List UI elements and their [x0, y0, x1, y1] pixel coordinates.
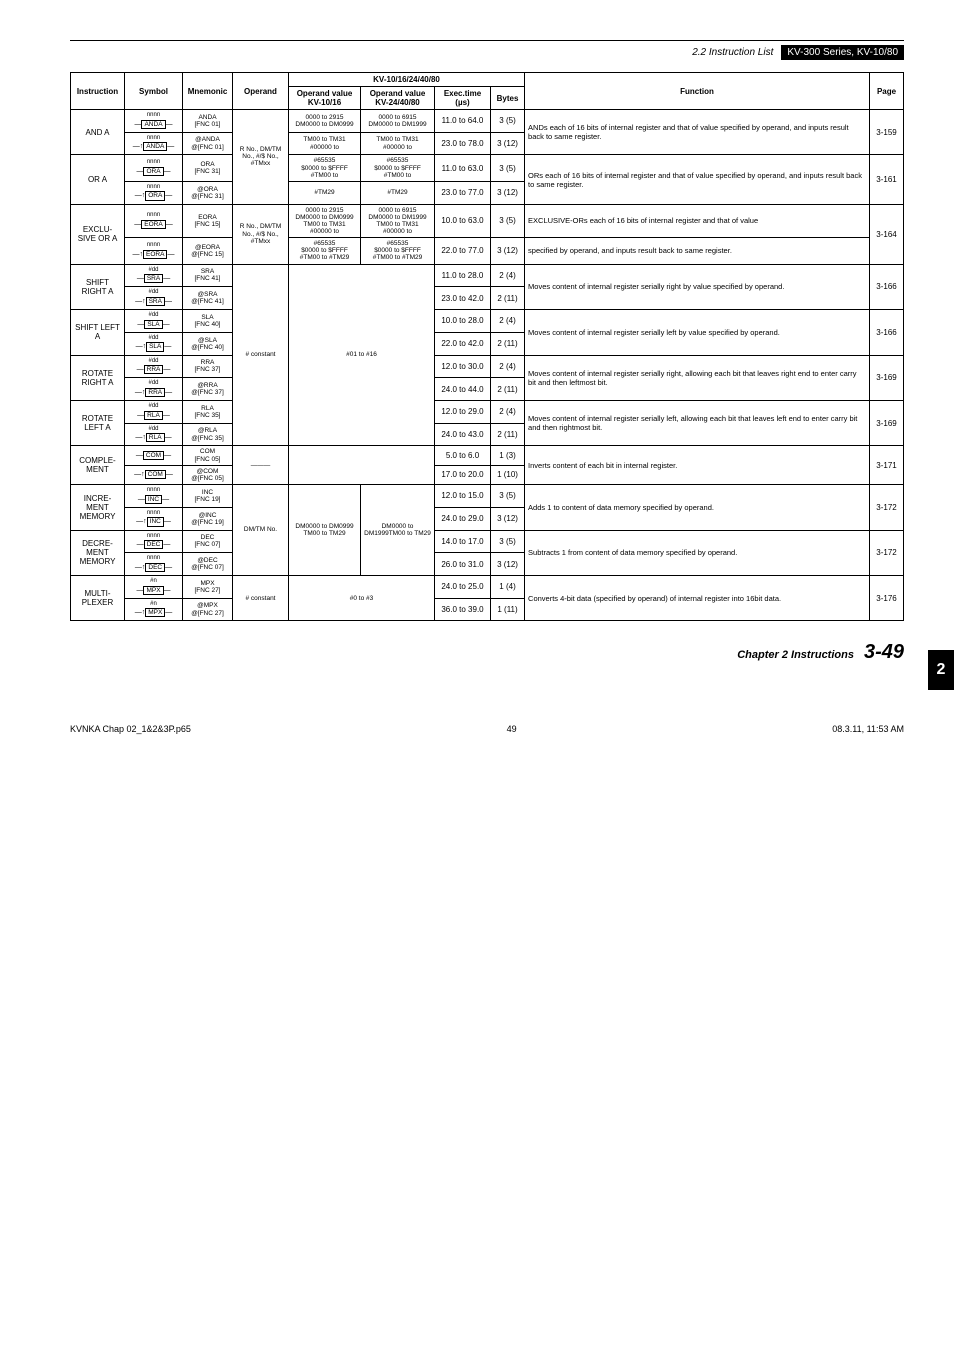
- table-row: AND Annnn—ANDA—ANDA [FNC 01]R No., DM/TM…: [71, 110, 904, 133]
- th-page: Page: [870, 73, 904, 110]
- th-kv-span: KV-10/16/24/40/80: [289, 73, 525, 87]
- header-row: 2.2 Instruction List KV-300 Series, KV-1…: [70, 45, 904, 60]
- header-section-label: 2.2 Instruction List: [692, 47, 773, 58]
- cell-ov1: 0000 to 2915 DM0000 to DM0999: [289, 110, 361, 133]
- table-row: ROTATE LEFT A#dd—RLA—RLA [FNC 35]12.0 to…: [71, 401, 904, 424]
- cell-operand: R No., DM/TM No., #/$ No., #TMxx: [233, 110, 289, 205]
- meta-row: KVNKA Chap 02_1&2&3P.p65 49 08.3.11, 11:…: [70, 724, 904, 734]
- table-row: nnnn—↑EORA—@EORA @[FNC 15]#65535 $0000 t…: [71, 238, 904, 264]
- table-row: DECRE-MENT MEMORYnnnn—DEC—DEC [FNC 07]14…: [71, 530, 904, 553]
- table-body: AND Annnn—ANDA—ANDA [FNC 01]R No., DM/TM…: [71, 110, 904, 621]
- footer-page: 3-49: [864, 641, 904, 664]
- meta-timestamp: 08.3.11, 11:53 AM: [832, 724, 904, 734]
- instruction-table: Instruction Symbol Mnemonic Operand KV-1…: [70, 72, 904, 621]
- meta-filename: KVNKA Chap 02_1&2&3P.p65: [70, 724, 191, 734]
- cell-bytes: 3 (5): [491, 110, 525, 133]
- meta-pageno: 49: [507, 724, 517, 734]
- table-row: ROTATE RIGHT A#dd—RRA—RRA [FNC 37]12.0 t…: [71, 355, 904, 378]
- footer-chapter: Chapter 2 Instructions: [737, 649, 854, 661]
- cell-ov2: 0000 to 6915 DM0000 to DM1999: [361, 110, 435, 133]
- cell-function: ANDs each of 16 bits of internal registe…: [525, 110, 870, 155]
- th-symbol: Symbol: [125, 73, 183, 110]
- table-row: COMPLE-MENT—COM—COM [FNC 05]———5.0 to 6.…: [71, 446, 904, 465]
- th-instruction: Instruction: [71, 73, 125, 110]
- cell-symbol: nnnn—ANDA—: [125, 110, 183, 133]
- cell-exec: 11.0 to 64.0: [435, 110, 491, 133]
- th-exec: Exec.time(µs): [435, 87, 491, 110]
- header-badge: KV-300 Series, KV-10/80: [781, 45, 904, 60]
- table-row: INCRE-MENT MEMORYnnnn—INC—INC [FNC 19]DM…: [71, 485, 904, 508]
- header-rule: [70, 40, 904, 41]
- side-tab: 2: [928, 650, 954, 690]
- table-row: MULTI-PLEXER#n—MPX—MPX [FNC 27]# constan…: [71, 575, 904, 598]
- table-row: EXCLU-SIVE OR Annnn—EORA—EORA [FNC 15]R …: [71, 204, 904, 238]
- table-head: Instruction Symbol Mnemonic Operand KV-1…: [71, 73, 904, 110]
- table-row: SHIFT LEFT A#dd—SLA—SLA [FNC 40]10.0 to …: [71, 310, 904, 333]
- cell-page: 3-159: [870, 110, 904, 155]
- th-operand: Operand: [233, 73, 289, 110]
- page-content: 2.2 Instruction List KV-300 Series, KV-1…: [0, 0, 954, 684]
- th-ov2: Operand valueKV-24/40/80: [361, 87, 435, 110]
- th-bytes: Bytes: [491, 87, 525, 110]
- th-function: Function: [525, 73, 870, 110]
- table-row: SHIFT RIGHT A#dd—SRA—SRA [FNC 41]# const…: [71, 264, 904, 287]
- cell-mnemonic: ANDA [FNC 01]: [183, 110, 233, 133]
- th-mnemonic: Mnemonic: [183, 73, 233, 110]
- table-row: OR Annnn—ORA—ORA [FNC 31]#65535 $0000 to…: [71, 155, 904, 181]
- cell-instruction: AND A: [71, 110, 125, 155]
- footer: Chapter 2 Instructions 3-49: [70, 641, 904, 664]
- th-ov1: Operand valueKV-10/16: [289, 87, 361, 110]
